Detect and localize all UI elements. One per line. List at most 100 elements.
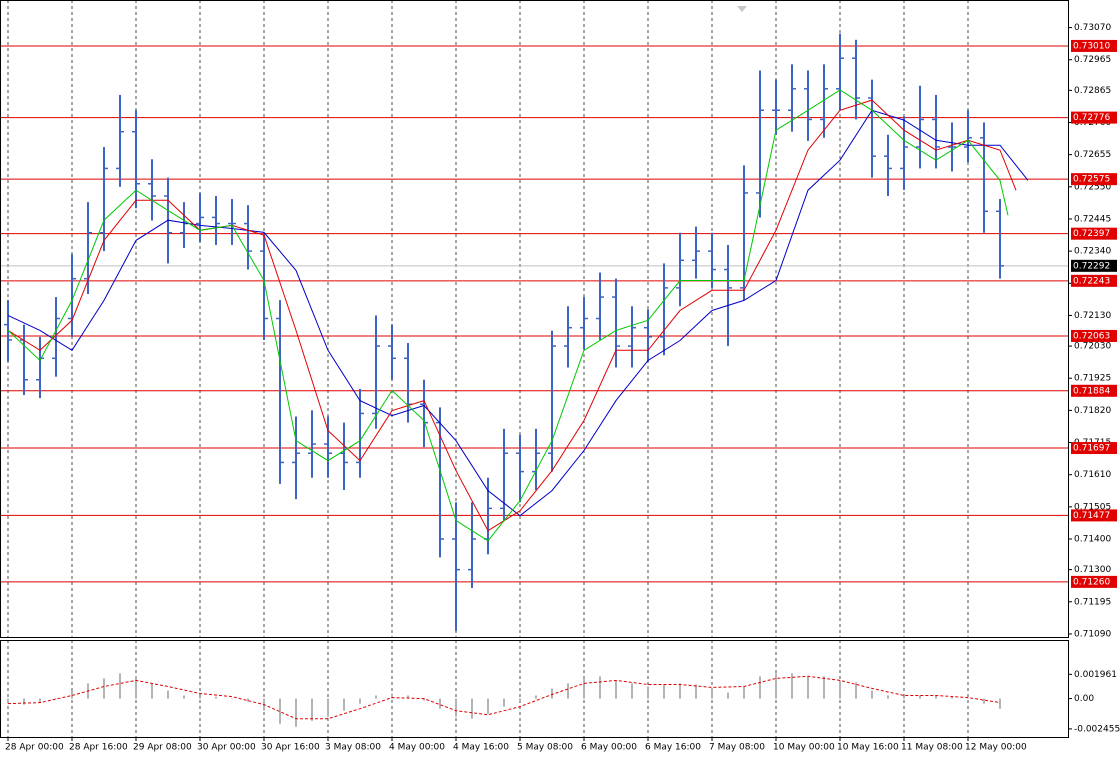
- histogram-bar: [279, 698, 281, 724]
- histogram-bar: [695, 684, 697, 699]
- histogram-bar: [999, 698, 1001, 709]
- level-label-box: [1071, 227, 1117, 240]
- histogram-bar: [391, 693, 393, 699]
- line-series: [7, 89, 1009, 542]
- y-tick-label: 0.73070: [1074, 23, 1111, 33]
- histogram-bar: [759, 676, 761, 699]
- x-tick-label: 5 May 08:00: [517, 743, 573, 753]
- level-label-box: [1071, 274, 1117, 287]
- histogram-bar: [679, 683, 681, 699]
- x-tick-label: 30 Apr 16:00: [261, 743, 320, 753]
- histogram-bar: [503, 698, 505, 707]
- y-tick-label: 0.00: [1074, 694, 1094, 704]
- histogram-bar: [423, 698, 425, 701]
- y-tick-label: 0.72445: [1074, 214, 1111, 224]
- level-label-box: [1071, 442, 1117, 455]
- level-label: 0.71477: [1073, 511, 1110, 521]
- histogram-bar: [359, 698, 361, 704]
- histogram-bar: [327, 698, 329, 717]
- level-label: 0.72776: [1073, 113, 1110, 123]
- price-panel-frame: [0, 0, 1069, 638]
- level-label-box: [1071, 329, 1117, 342]
- x-tick-label: 30 Apr 00:00: [197, 743, 256, 753]
- histogram-bar: [727, 692, 729, 699]
- y-tick-label: 0.72865: [1074, 86, 1111, 96]
- histogram-bar: [247, 698, 249, 702]
- level-label-box: [1071, 509, 1117, 522]
- histogram-bar: [935, 695, 937, 699]
- y-tick-label: 0.72965: [1074, 55, 1111, 65]
- histogram-bar: [951, 696, 953, 699]
- histogram-bar: [119, 673, 121, 699]
- x-tick-label: 10 May 16:00: [837, 743, 899, 753]
- histogram-bar: [839, 680, 841, 699]
- x-tick-label: 29 Apr 08:00: [133, 743, 192, 753]
- histogram-bar: [183, 695, 185, 699]
- y-tick-label: 0.71820: [1074, 406, 1111, 416]
- histogram-bar: [375, 695, 377, 699]
- histogram-bar: [215, 696, 217, 699]
- y-tick-label: 0.72550: [1074, 182, 1111, 192]
- x-tick-label: 6 May 00:00: [581, 743, 637, 753]
- histogram-bar: [855, 682, 857, 699]
- line-series: [7, 109, 1029, 517]
- x-tick-label: 28 Apr 16:00: [69, 743, 128, 753]
- histogram-bar: [39, 698, 41, 703]
- level-label: 0.71697: [1073, 444, 1110, 454]
- histogram-bar: [535, 695, 537, 699]
- histogram-bar: [887, 695, 889, 699]
- x-tick-label: 11 May 08:00: [901, 743, 963, 753]
- level-label-box: [1071, 575, 1117, 588]
- histogram-bar: [7, 698, 9, 704]
- histogram-bar: [71, 690, 73, 699]
- histogram-bar: [631, 683, 633, 699]
- histogram-bar: [471, 698, 473, 719]
- histogram-bar: [55, 698, 57, 700]
- y-tick-label: 0.71400: [1074, 535, 1111, 545]
- histogram-bar: [903, 696, 905, 699]
- y-tick-label: 0.001961: [1074, 670, 1117, 680]
- histogram-bar: [151, 683, 153, 699]
- y-tick-label: 0.72030: [1074, 342, 1111, 352]
- x-tick-label: 4 May 16:00: [453, 743, 509, 753]
- x-tick-label: 7 May 08:00: [709, 743, 765, 753]
- y-tick-label: 0.72655: [1074, 150, 1111, 160]
- histogram-bar: [983, 698, 985, 704]
- y-tick-label: 0.71300: [1074, 565, 1111, 575]
- level-label-box: [1071, 173, 1117, 186]
- histogram-bar: [583, 678, 585, 699]
- y-tick-label: -0.002455: [1074, 724, 1120, 734]
- histogram-bar: [919, 695, 921, 699]
- histogram-bar: [407, 695, 409, 699]
- level-label-box: [1071, 39, 1117, 52]
- histogram-bar: [311, 698, 313, 721]
- y-tick-label: 0.71610: [1074, 470, 1111, 480]
- level-label-box: [1071, 111, 1117, 124]
- histogram-bar: [551, 688, 553, 699]
- level-label: 0.71260: [1073, 577, 1110, 587]
- histogram-bar: [23, 698, 25, 705]
- histogram-bar: [199, 696, 201, 699]
- histogram-bar: [647, 686, 649, 699]
- histogram-bar: [807, 676, 809, 699]
- current-price-label: 0.72292: [1073, 261, 1110, 271]
- level-label-box: [1071, 384, 1117, 397]
- level-label: 0.72575: [1073, 175, 1110, 185]
- y-tick-label: 0.71090: [1074, 629, 1111, 639]
- histogram-bar: [615, 680, 617, 699]
- level-label: 0.72063: [1073, 331, 1110, 341]
- histogram-bar: [823, 676, 825, 699]
- x-tick-label: 12 May 00:00: [965, 743, 1027, 753]
- x-tick-label: 6 May 16:00: [645, 743, 701, 753]
- indicator-panel-frame: [0, 640, 1069, 738]
- histogram-bar: [743, 686, 745, 699]
- histogram-bar: [663, 684, 665, 699]
- x-tick-label: 3 May 08:00: [325, 743, 381, 753]
- level-label: 0.72397: [1073, 229, 1110, 239]
- histogram-bar: [167, 690, 169, 699]
- histogram-bar: [967, 698, 969, 700]
- y-tick-label: 0.72340: [1074, 247, 1111, 257]
